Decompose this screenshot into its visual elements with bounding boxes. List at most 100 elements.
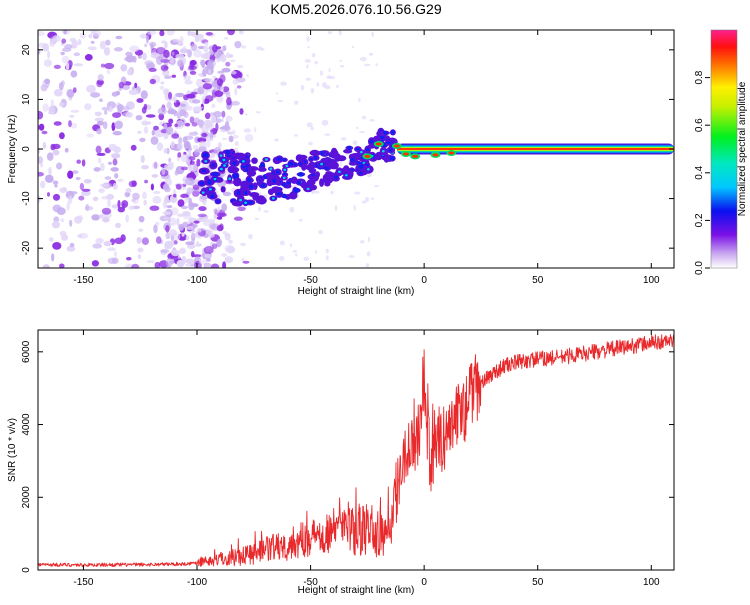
spectrogram-noise-blob	[207, 233, 215, 238]
spectrogram-noise-blob	[221, 110, 226, 118]
spectrogram-noise-blob	[200, 53, 211, 59]
spectrogram-noise-blob	[38, 31, 45, 37]
spectrogram-noise-blob	[126, 68, 132, 76]
spectrogram-noise-blob	[224, 232, 231, 237]
spectrogram-noise-blob	[275, 92, 279, 95]
spectrogram-noise-blob	[190, 232, 196, 241]
spectrogram-noise-blob	[117, 200, 121, 209]
spectrogram-noise-blob	[204, 253, 212, 259]
spectrogram-noise-blob	[168, 164, 174, 171]
spectrogram-ridge-core	[297, 180, 301, 185]
spectrogram-noise-blob	[92, 243, 102, 249]
spectrogram-xtick-label: 100	[643, 275, 660, 286]
spectrogram-noise-blob	[177, 152, 182, 158]
spectrogram-noise-blob	[138, 215, 145, 223]
spectrogram-noise-blob	[221, 117, 224, 123]
spectrogram-ridge-peak	[219, 154, 223, 157]
spectrogram-ridge-core	[358, 164, 365, 169]
spectrogram-noise-blob	[38, 125, 42, 130]
spectrogram-noise-blob	[321, 119, 329, 126]
spectrogram-noise-blob	[225, 52, 231, 59]
spectrogram-noise-blob	[153, 190, 161, 195]
spectrogram-noise-blob	[38, 110, 44, 120]
spectrogram-xtick-label: -100	[187, 275, 207, 286]
spectrogram-ridge-core	[212, 172, 219, 177]
spectrogram-noise-blob	[328, 68, 331, 73]
spectrogram-noise-blob	[371, 31, 375, 37]
spectrogram-noise-blob	[225, 61, 231, 67]
spectrogram-noise-blob	[290, 243, 292, 248]
colorbar: 0.0 0.2 0.4 0.6 0.8 Normalized spectral ampl…	[694, 29, 748, 275]
spectrogram-noise-blob	[211, 115, 217, 124]
spectrogram-noise-blob	[141, 106, 147, 114]
spectrogram-noise-blob	[52, 34, 61, 43]
spectrogram-noise-blob	[38, 42, 47, 48]
spectrogram-ridge-core	[320, 150, 324, 156]
spectrogram-noise-blob	[168, 217, 177, 226]
spectrogram-noise-blob	[172, 38, 181, 43]
spectrogram-noise-blob	[186, 226, 194, 231]
spectrogram-ridge-core	[389, 156, 395, 161]
spectrogram-noise-blob	[143, 199, 147, 206]
spectrogram-noise-blob	[126, 256, 132, 261]
spectrogram-noise-blob	[197, 106, 204, 109]
spectrogram-noise-blob	[111, 91, 119, 97]
spectrogram-noise-blob	[232, 129, 236, 136]
spectrogram-xtick-label: 50	[532, 275, 544, 286]
spectrogram-noise-blob	[129, 45, 140, 53]
spectrogram-noise-blob	[188, 65, 197, 71]
spectrogram-noise-blob	[88, 34, 93, 39]
spectrogram-noise-blob	[310, 88, 315, 92]
spectrogram-ridge-peak	[320, 162, 323, 166]
spectrogram-noise-blob	[234, 88, 238, 96]
spectrogram-noise-blob	[115, 35, 123, 40]
spectrogram-carrier-spot-core	[393, 144, 400, 148]
spectrogram-noise-blob	[325, 248, 329, 254]
spectrogram-noise-blob	[90, 40, 95, 44]
spectrogram-noise-blob	[195, 78, 203, 88]
spectrogram-noise-blob	[374, 185, 379, 188]
spectrogram-noise-blob	[161, 168, 166, 176]
spectrogram-noise-blob	[222, 86, 230, 93]
spectrogram-noise-blob	[177, 199, 185, 208]
spectrogram-noise-blob	[184, 80, 193, 85]
spectrogram-noise-blob	[314, 61, 319, 65]
spectrogram-noise-blob	[215, 54, 220, 59]
spectrogram-noise-blob	[213, 111, 223, 118]
spectrogram-noise-blob	[136, 236, 142, 244]
spectrogram-noise-blob	[230, 100, 240, 106]
spectrogram-noise-blob	[224, 36, 229, 40]
snr-ytick-label: 6000	[21, 340, 32, 363]
spectrogram-noise-blob	[169, 229, 177, 237]
spectrogram-ridge-blob	[322, 175, 334, 184]
colorbar-tick-label: 0.6	[694, 118, 705, 132]
spectrogram-noise-blob	[105, 39, 111, 46]
spectrogram-noise-blob	[205, 121, 215, 131]
spectrogram-noise-blob	[184, 122, 191, 127]
spectrogram-noise-blob	[221, 253, 228, 257]
spectrogram-noise-blob	[203, 246, 214, 255]
spectrogram-xlabel: Height of straight line (km)	[298, 286, 415, 297]
spectrogram-noise-blob	[114, 173, 119, 179]
spectrogram-noise-blob	[111, 204, 119, 209]
spectrogram-noise-blob	[292, 250, 298, 253]
spectrogram-noise-blob	[345, 153, 349, 156]
spectrogram-noise-blob	[307, 46, 310, 49]
spectrogram-noise-blob	[56, 162, 63, 170]
spectrogram-noise-blob	[155, 47, 166, 55]
spectrogram-ridge-blob	[247, 166, 259, 172]
spectrogram-noise-blob	[176, 213, 185, 217]
spectrogram-noise-blob	[318, 230, 323, 235]
spectrogram-noise-blob	[60, 51, 65, 56]
spectrogram-ridge-core	[202, 152, 209, 158]
spectrogram-noise-blob	[77, 234, 83, 238]
spectrogram-ridge-blob	[220, 186, 226, 193]
spectrogram-ridge-core	[247, 177, 251, 183]
spectrogram-noise-blob	[181, 205, 188, 210]
spectrogram-carrier-spot-core	[412, 154, 419, 158]
spectrogram-noise-blob	[143, 126, 149, 134]
spectrogram-noise-blob	[113, 251, 118, 257]
spectrogram-noise-blob	[366, 173, 372, 178]
spectrogram-noise-blob	[146, 34, 149, 44]
